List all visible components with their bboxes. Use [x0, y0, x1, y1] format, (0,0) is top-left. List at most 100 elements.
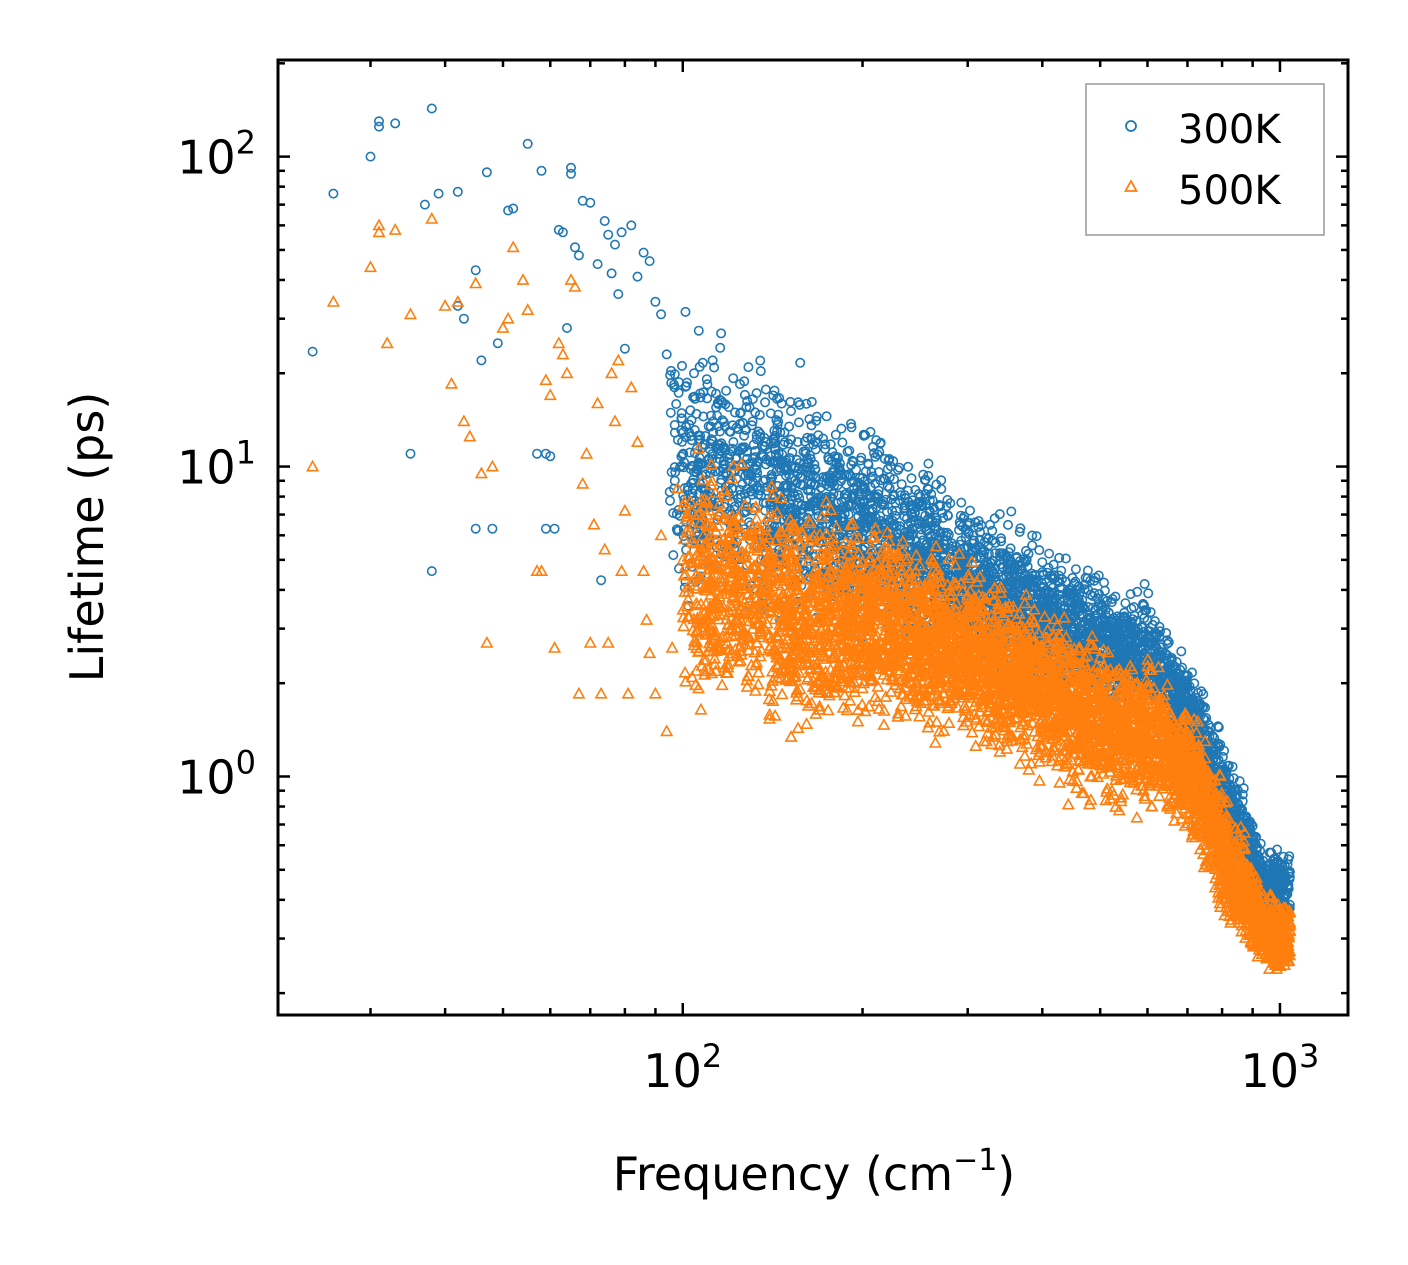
data-point-300k: [656, 309, 667, 320]
data-point-300k: [1031, 531, 1042, 542]
data-point-300k: [644, 256, 655, 267]
data-point-300k: [918, 469, 929, 480]
data-point-300k: [565, 168, 576, 179]
data-point-300k: [760, 474, 771, 485]
data-point-300k: [1125, 589, 1136, 600]
data-point-300k: [569, 242, 580, 253]
data-point-300k: [307, 346, 318, 357]
data-point-300k: [702, 379, 713, 390]
data-point-300k: [987, 525, 998, 536]
data-point-300k: [1163, 637, 1174, 648]
data-point-300k: [689, 393, 700, 404]
data-point-300k: [390, 118, 401, 129]
data-point-300k: [470, 523, 481, 534]
data-point-300k: [599, 216, 610, 227]
data-point-300k: [1143, 588, 1154, 599]
data-point-300k: [503, 205, 514, 216]
data-point-300k: [619, 343, 630, 354]
data-point-300k: [800, 448, 811, 459]
data-point-300k: [1119, 607, 1130, 618]
data-point-300k: [853, 489, 864, 500]
data-point-300k: [729, 407, 740, 418]
data-point-300k: [765, 408, 776, 419]
data-point-300k: [1227, 761, 1238, 772]
data-point-300k: [785, 406, 796, 417]
data-point-300k: [915, 491, 926, 502]
data-point-300k: [786, 434, 797, 445]
data-point-300k: [751, 388, 762, 399]
data-point-300k: [852, 477, 863, 488]
data-point-300k: [666, 365, 677, 376]
data-point-300k: [1099, 577, 1110, 588]
data-point-300k: [805, 479, 816, 490]
data-point-300k: [701, 374, 712, 385]
data-point-300k: [923, 458, 934, 469]
data-point-300k: [989, 513, 1000, 524]
data-point-300k: [1166, 654, 1177, 665]
data-point-300k: [845, 418, 856, 429]
data-point-300k: [755, 366, 766, 377]
data-point-300k: [1070, 564, 1081, 575]
data-point-300k: [804, 414, 815, 425]
data-point-300k: [676, 360, 687, 371]
data-point-300k: [693, 325, 704, 336]
data-point-300k: [596, 575, 607, 586]
data-point-300k: [476, 355, 487, 366]
data-point-300k: [884, 482, 895, 493]
data-point-300k: [808, 470, 819, 481]
data-point-300k: [419, 199, 430, 210]
data-point-300k: [903, 461, 914, 472]
data-point-300k: [1139, 578, 1150, 589]
data-point-300k: [328, 188, 339, 199]
data-point-300k: [705, 421, 716, 432]
data-point-300k: [540, 523, 551, 534]
data-point-300k: [671, 398, 682, 409]
data-point-300k: [760, 397, 771, 408]
data-point-300k: [879, 474, 890, 485]
data-point-300k: [866, 467, 877, 478]
data-point-300k: [716, 328, 727, 339]
data-point-300k: [508, 203, 519, 214]
data-point-300k: [743, 468, 754, 479]
data-point-300k: [705, 410, 716, 421]
data-point-300k: [695, 392, 706, 403]
data-point-300k: [606, 268, 617, 279]
data-point-300k: [735, 407, 746, 418]
data-point-300k: [492, 338, 503, 349]
data-point-300k: [665, 407, 676, 418]
data-point-300k: [676, 408, 687, 419]
data-point-300k: [1087, 590, 1098, 601]
data-point-300k: [844, 445, 855, 456]
data-point-300k: [626, 220, 637, 231]
data-point-300k: [632, 271, 643, 282]
data-point-300k: [875, 438, 886, 449]
data-point-300k: [857, 501, 868, 512]
data-point-300k: [426, 566, 437, 577]
data-point-300k: [830, 429, 841, 440]
data-point-300k: [470, 265, 481, 276]
data-point-300k: [806, 396, 817, 407]
data-point-300k: [603, 229, 614, 240]
data-point-300k: [536, 165, 547, 176]
data-point-300k: [975, 552, 986, 563]
data-point-300k: [666, 467, 677, 478]
data-point-300k: [728, 373, 739, 384]
data-point-300k: [1092, 593, 1103, 604]
data-point-300k: [638, 247, 649, 258]
data-point-300k: [916, 501, 927, 512]
data-point-300k: [616, 227, 627, 238]
data-point-300k: [845, 470, 856, 481]
data-point-300k: [773, 409, 784, 420]
data-point-300k: [715, 342, 726, 353]
data-point-300k: [779, 427, 790, 438]
data-point-300k: [740, 424, 751, 435]
data-point-300k: [609, 239, 620, 250]
data-point-300k: [787, 447, 798, 458]
data-point-300k: [481, 167, 492, 178]
data-point-300k: [592, 259, 603, 270]
data-point-300k: [692, 460, 703, 471]
data-point-300k: [820, 439, 831, 450]
data-point-300k: [739, 376, 750, 387]
data-point-300k: [561, 322, 572, 333]
data-point-300k: [964, 505, 975, 516]
